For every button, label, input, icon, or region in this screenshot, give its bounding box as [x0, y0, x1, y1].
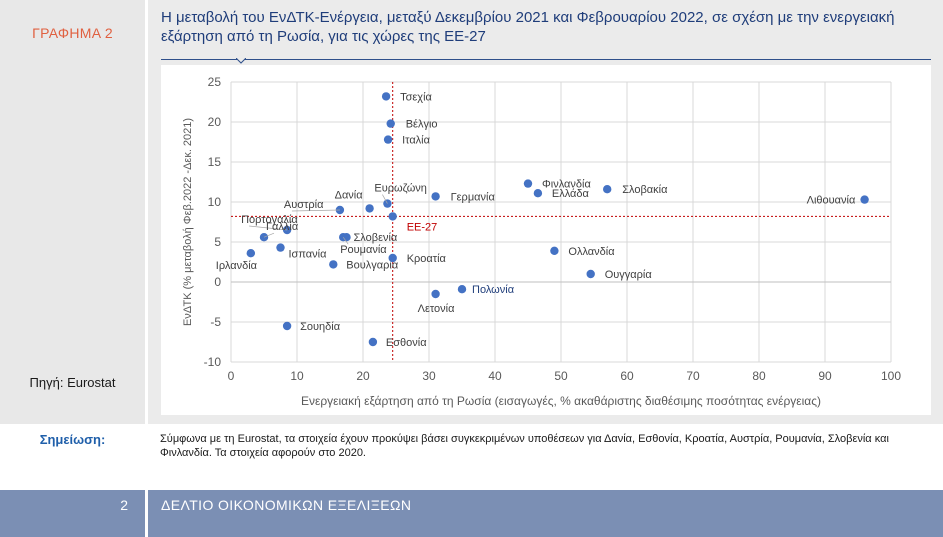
- x-tick-label: 80: [752, 369, 766, 383]
- data-label-ρουμανία: Ρουμανία: [340, 244, 387, 256]
- x-tick-label: 100: [881, 369, 901, 383]
- data-label-ουγγαρία: Ουγγαρία: [605, 269, 653, 281]
- data-point-ελλάδα: [533, 189, 543, 198]
- scatter-chart: 0 10 20 30 40 50 60 70 80 90 100 -10 -5 0 5 10 15 20 25 ΕΕ-…: [182, 75, 901, 408]
- data-point-δανία: [365, 204, 374, 213]
- title-divider: [161, 59, 931, 60]
- data-point-λιθουανία: [860, 195, 869, 204]
- reference-label: ΕΕ-27: [407, 221, 438, 233]
- data-point-ισπανία: [276, 243, 285, 252]
- data-label-σλοβακία: Σλοβακία: [622, 184, 668, 196]
- graph-number-label: ΓΡΑΦΗΜΑ 2: [32, 25, 113, 41]
- footer-right-band: [148, 490, 943, 537]
- data-label-πολωνία: Πολωνία: [472, 284, 515, 296]
- data-label-σλοβενία: Σλοβενία: [354, 232, 398, 244]
- reference-point: [388, 212, 397, 221]
- note-text: Σύμφωνα με τη Eurostat, τα στοιχεία έχου…: [160, 433, 889, 459]
- data-point-βουλγαρία: [329, 260, 338, 269]
- chart-area: 0 10 20 30 40 50 60 70 80 90 100 -10 -5 0 5 10 15 20 25 ΕΕ-…: [161, 65, 931, 415]
- x-tick-label: 20: [356, 369, 370, 383]
- footer-title: ΔΕΛΤΙΟ ΟΙΚΟΝΟΜΙΚΩΝ ΕΞΕΛΙΞΕΩΝ: [161, 497, 412, 513]
- chart-title: Η μεταβολή του ΕνΔΤΚ-Ενέργεια, μεταξύ Δε…: [161, 9, 895, 45]
- data-label-γερμανία: Γερμανία: [451, 191, 496, 203]
- x-tick-label: 10: [290, 369, 304, 383]
- y-tick-label: -5: [210, 315, 221, 329]
- x-tick-label: 60: [620, 369, 634, 383]
- data-label-αυστρία: Αυστρία: [284, 199, 324, 211]
- data-point-γερμανία: [431, 192, 440, 201]
- data-label-εσθονία: Εσθονία: [386, 337, 427, 349]
- leader-line: [249, 225, 288, 231]
- data-label-λετονία: Λετονία: [418, 303, 456, 315]
- x-tick-label: 90: [818, 369, 832, 383]
- data-point-ουγγαρία: [586, 269, 595, 279]
- data-label-ιταλία: Ιταλία: [402, 135, 431, 147]
- data-point-πολωνία: [457, 285, 467, 294]
- data-label-γαλλία: Γαλλία: [266, 221, 299, 233]
- y-tick-label: 0: [214, 275, 221, 289]
- page-number: 2: [120, 497, 128, 513]
- x-tick-label: 30: [422, 369, 436, 383]
- data-label-ισπανία: Ισπανία: [289, 249, 328, 261]
- title-notch-icon: [236, 58, 246, 64]
- data-label-βέλγιο: Βέλγιο: [406, 119, 438, 131]
- y-axis-label: ΕνΔΤΚ (% μεταβολή Φεβ.2022 -Δεκ. 2021): [182, 118, 194, 326]
- data-point-σουηδία: [282, 321, 292, 331]
- x-tick-label: 40: [488, 369, 502, 383]
- y-tick-label: 25: [208, 75, 222, 89]
- y-tick-label: 15: [208, 155, 222, 169]
- y-tick-label: 20: [208, 115, 222, 129]
- leader-line: [263, 232, 275, 238]
- note-label: Σημείωση:: [39, 432, 106, 447]
- x-tick-label: 50: [554, 369, 568, 383]
- data-point-λετονία: [431, 289, 440, 299]
- data-point-ολλανδία: [550, 246, 559, 255]
- data-label-φινλανδία: Φινλανδία: [542, 179, 591, 191]
- y-tick-label: 10: [208, 195, 222, 209]
- x-axis-label: Ενεργειακή εξάρτηση από τη Ρωσία (εισαγω…: [301, 394, 821, 408]
- x-tick-label: 0: [228, 369, 235, 383]
- leader-line: [291, 209, 340, 212]
- data-label-δανία: Δανία: [335, 189, 364, 201]
- data-label-σουηδία: Σουηδία: [300, 321, 341, 333]
- data-point-κροατία: [388, 253, 397, 263]
- left-panel: [0, 0, 145, 424]
- footer-left-band: [0, 490, 145, 537]
- data-point-φινλανδία: [523, 179, 533, 188]
- data-label-ευρωζώνη: Ευρωζώνη: [374, 183, 427, 195]
- data-label-κροατία: Κροατία: [407, 253, 447, 265]
- x-tick-label: 70: [686, 369, 700, 383]
- data-point-εσθονία: [368, 337, 378, 347]
- data-point-ιρλανδία: [246, 249, 255, 258]
- source-label: Πηγή: Eurostat: [29, 375, 116, 390]
- data-label-πορτογαλία: Πορτογαλία: [241, 214, 298, 226]
- data-label-τσεχία: Τσεχία: [400, 91, 432, 103]
- y-tick-label: 5: [214, 235, 221, 249]
- data-point-ιταλία: [383, 135, 393, 144]
- data-label-λιθουανία: Λιθουανία: [807, 195, 856, 207]
- data-point-σλοβακία: [603, 185, 612, 194]
- data-label-ολλανδία: Ολλανδία: [568, 246, 615, 258]
- data-label-ελλάδα: Ελλάδα: [552, 188, 590, 200]
- y-tick-label: -10: [204, 355, 222, 369]
- data-point-τσεχία: [381, 92, 391, 101]
- data-label-βουλγαρία: Βουλγαρία: [346, 259, 399, 271]
- leader-line: [342, 236, 349, 245]
- leader-line: [382, 194, 388, 204]
- data-label-ιρλανδία: Ιρλανδία: [216, 260, 258, 272]
- data-point-βέλγιο: [386, 119, 395, 128]
